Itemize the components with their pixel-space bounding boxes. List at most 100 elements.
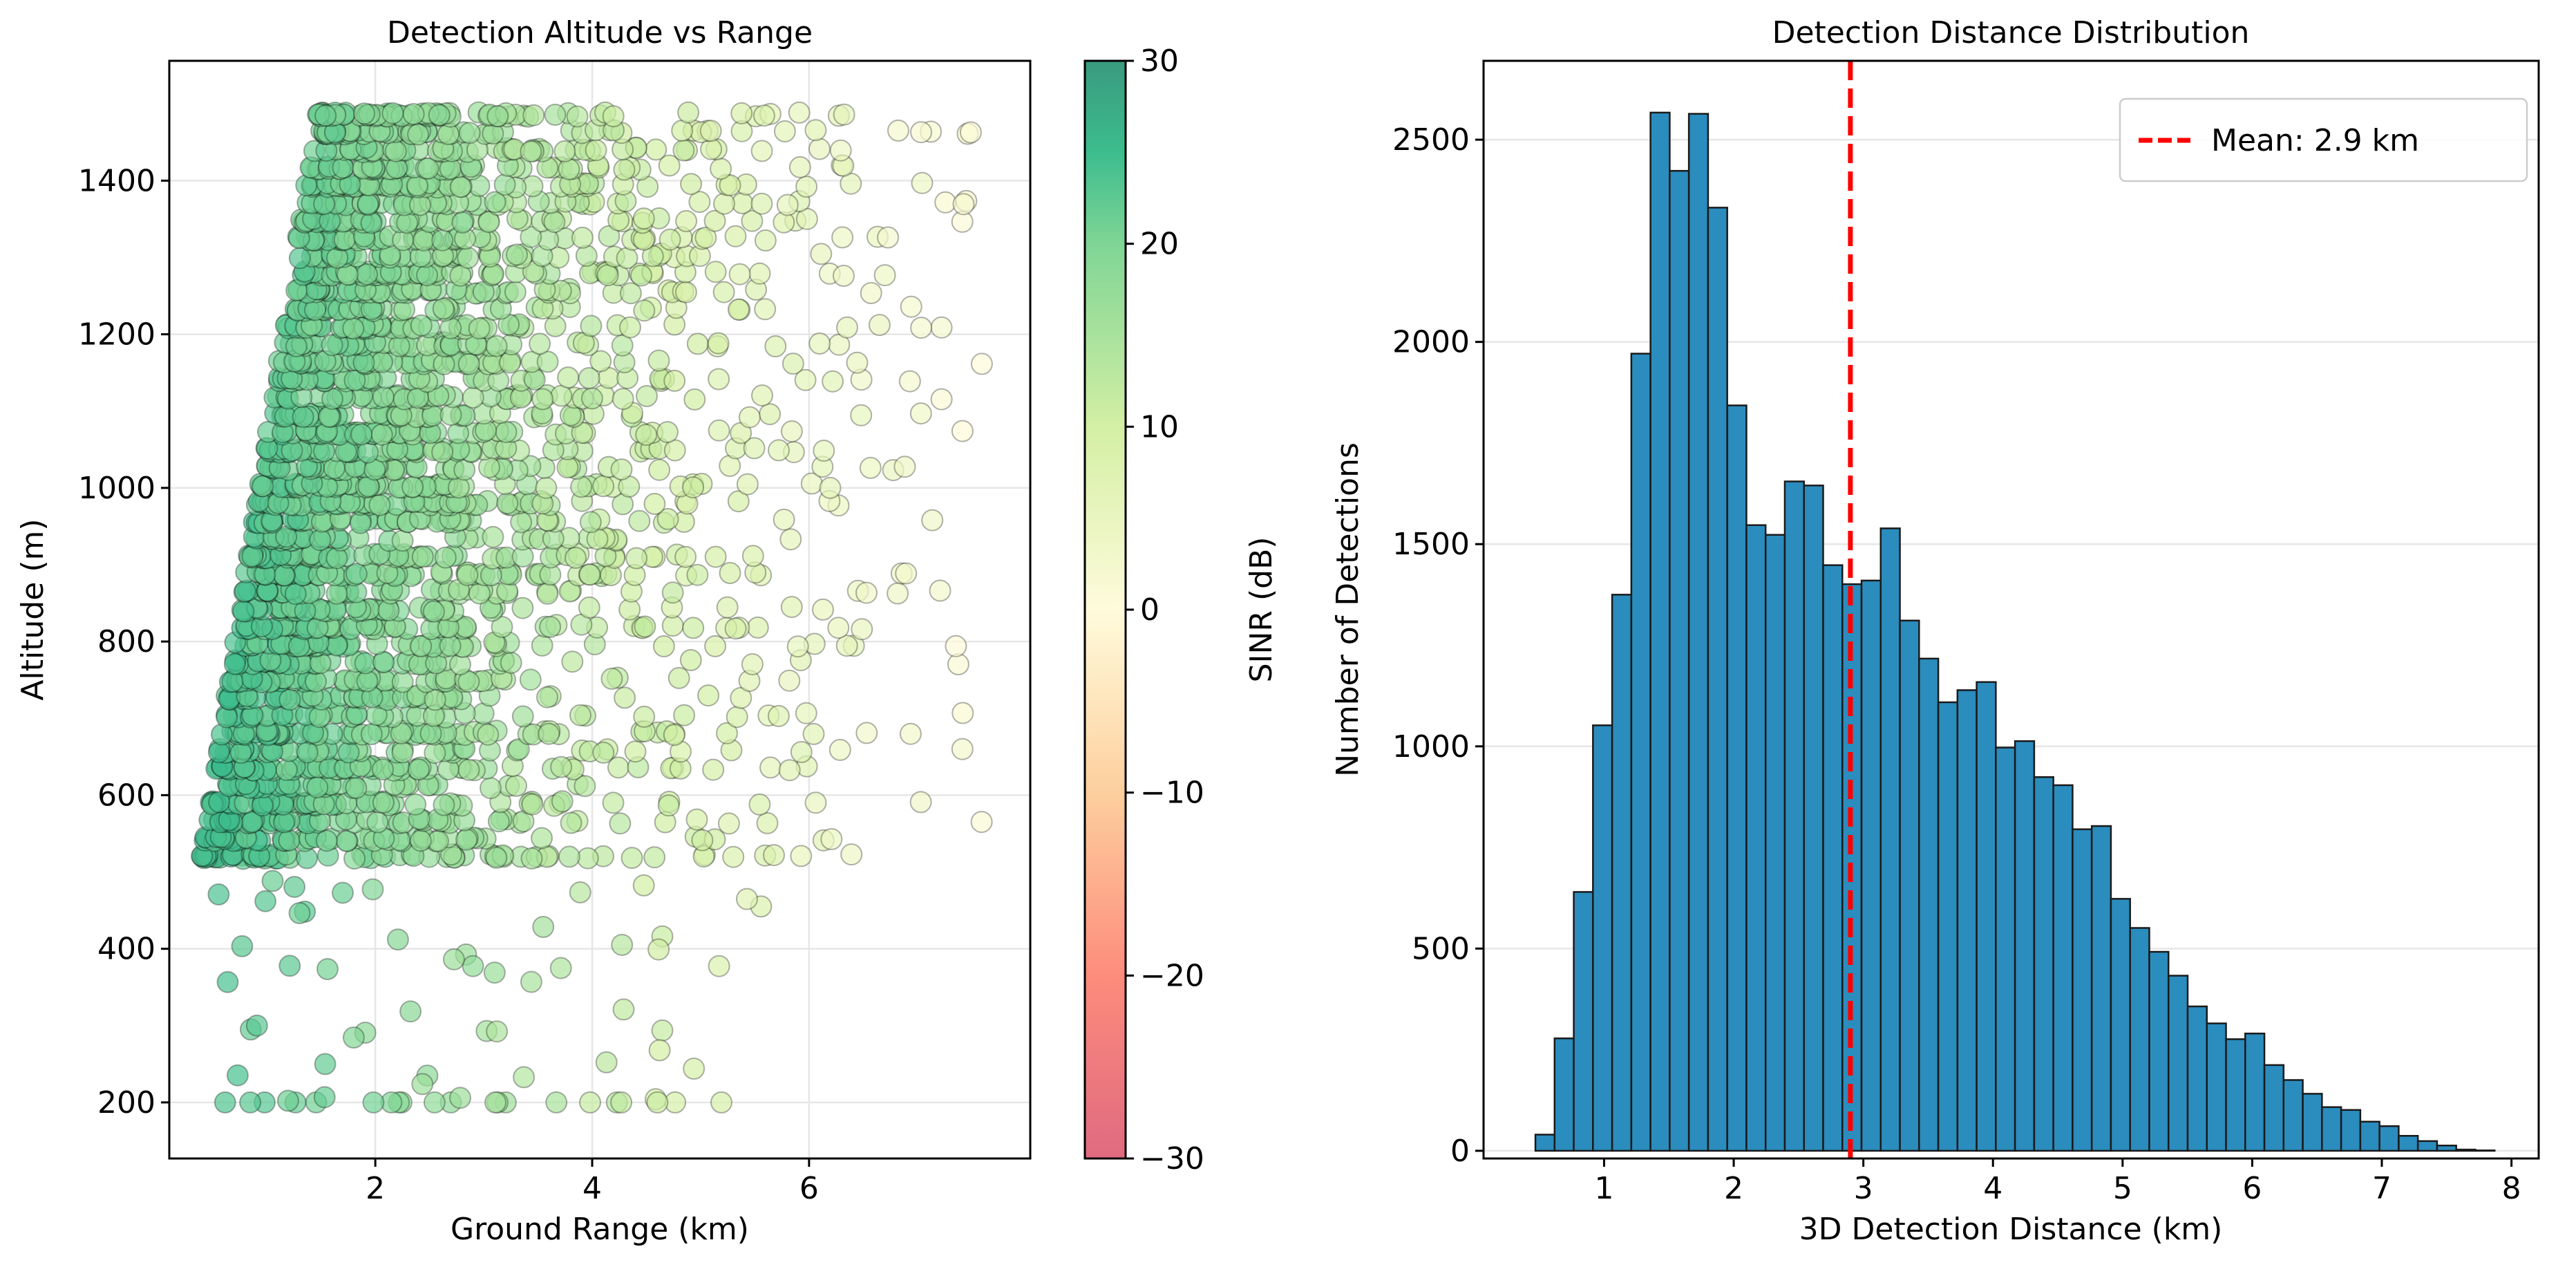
scatter-point xyxy=(245,1014,268,1037)
scatter-point xyxy=(214,1091,236,1114)
scatter-point xyxy=(859,456,882,479)
scatter-point xyxy=(790,741,813,763)
scatter-point xyxy=(483,961,506,984)
scatter-point xyxy=(909,791,932,814)
scatter-point xyxy=(717,812,740,835)
scatter-point xyxy=(232,600,255,623)
scatter-point xyxy=(522,104,545,126)
scatter-point xyxy=(574,775,596,798)
scatter-point xyxy=(321,388,343,410)
scatter-point xyxy=(636,385,658,407)
scatter-point xyxy=(386,928,409,951)
scatter-point xyxy=(663,369,686,392)
scatter-point xyxy=(661,581,684,604)
scatter-point xyxy=(759,756,782,779)
histogram-bar xyxy=(1669,169,1690,1152)
scatter-point xyxy=(391,670,414,693)
scatter-point xyxy=(840,172,862,195)
scatter-point xyxy=(592,475,615,498)
colorbar-tick-label: 20 xyxy=(1140,227,1179,262)
scatter-point xyxy=(612,998,635,1021)
histogram-bar xyxy=(2072,828,2093,1152)
scatter-point xyxy=(278,955,301,977)
scatter-point xyxy=(710,158,732,180)
scatter-point xyxy=(241,545,264,567)
scatter-point xyxy=(751,384,773,407)
scatter-point xyxy=(424,742,446,764)
scatter-point xyxy=(679,649,702,671)
scatter-point xyxy=(432,297,455,320)
colorbar-gradient xyxy=(1083,59,1127,1160)
scatter-point xyxy=(754,229,777,252)
scatter-y-tick-label: 1000 xyxy=(78,471,155,506)
scatter-point xyxy=(576,847,599,870)
scatter-point xyxy=(750,192,773,215)
histogram-xlabel: 3D Detection Distance (km) xyxy=(1799,1212,2223,1247)
scatter-point xyxy=(945,635,967,657)
scatter-point xyxy=(354,652,377,675)
scatter-point xyxy=(455,828,478,851)
scatter-point xyxy=(550,384,573,407)
scatter-point xyxy=(887,119,909,142)
scatter-point xyxy=(738,406,761,429)
scatter-point xyxy=(724,617,747,640)
scatter-point xyxy=(730,102,753,124)
scatter-point xyxy=(234,580,256,603)
histogram-bar xyxy=(1592,724,1613,1152)
scatter-point xyxy=(261,870,284,892)
scatter-point xyxy=(808,332,831,355)
scatter-y-tick-label: 1200 xyxy=(78,317,155,353)
scatter-point xyxy=(449,264,472,287)
scatter-point xyxy=(951,738,974,760)
histogram-bar xyxy=(2090,825,2112,1152)
scatter-point xyxy=(877,226,900,249)
scatter-point xyxy=(722,845,745,868)
scatter-point xyxy=(850,404,873,426)
scatter-point xyxy=(283,876,306,899)
histogram-x-tick-label: 4 xyxy=(1983,1171,2002,1206)
scatter-point xyxy=(609,812,632,835)
histogram-bar xyxy=(1553,1037,1575,1152)
scatter-point xyxy=(321,334,343,357)
scatter-point xyxy=(598,225,621,247)
scatter-point xyxy=(952,193,975,216)
scatter-point xyxy=(648,1039,671,1062)
scatter-point xyxy=(575,245,598,267)
scatter-point xyxy=(520,847,543,870)
scatter-point xyxy=(545,1091,568,1114)
histogram-bar xyxy=(2474,1149,2496,1152)
scatter-point xyxy=(486,1020,509,1043)
scatter-point xyxy=(462,955,484,977)
scatter-point xyxy=(795,176,818,198)
scatter-point xyxy=(565,547,587,569)
histogram-bar xyxy=(2225,1038,2246,1152)
scatter-point xyxy=(561,650,584,673)
scatter-point xyxy=(442,948,465,970)
scatter-point xyxy=(674,281,697,303)
scatter-point xyxy=(569,704,591,726)
scatter-point xyxy=(531,388,554,411)
scatter-point xyxy=(578,367,600,389)
scatter-point xyxy=(930,388,953,411)
scatter-point xyxy=(898,370,921,393)
scatter-point xyxy=(410,635,433,657)
scatter-point xyxy=(828,738,851,761)
scatter-point xyxy=(759,403,782,426)
scatter-point xyxy=(413,229,435,252)
scatter-point xyxy=(652,635,675,657)
scatter-point xyxy=(506,243,528,266)
scatter-point xyxy=(360,212,383,234)
scatter-point xyxy=(399,1000,422,1023)
scatter-point xyxy=(657,794,680,817)
scatter-point xyxy=(741,545,764,567)
histogram-axes-frame xyxy=(1482,59,2540,1160)
scatter-point xyxy=(736,888,758,910)
scatter-point xyxy=(411,1073,434,1096)
scatter-point xyxy=(612,388,634,411)
scatter-point xyxy=(776,194,799,216)
scatter-point xyxy=(580,387,603,410)
scatter-point xyxy=(699,120,722,142)
scatter-point xyxy=(947,653,969,675)
scatter-point xyxy=(433,794,455,816)
legend-box xyxy=(2119,97,2528,182)
